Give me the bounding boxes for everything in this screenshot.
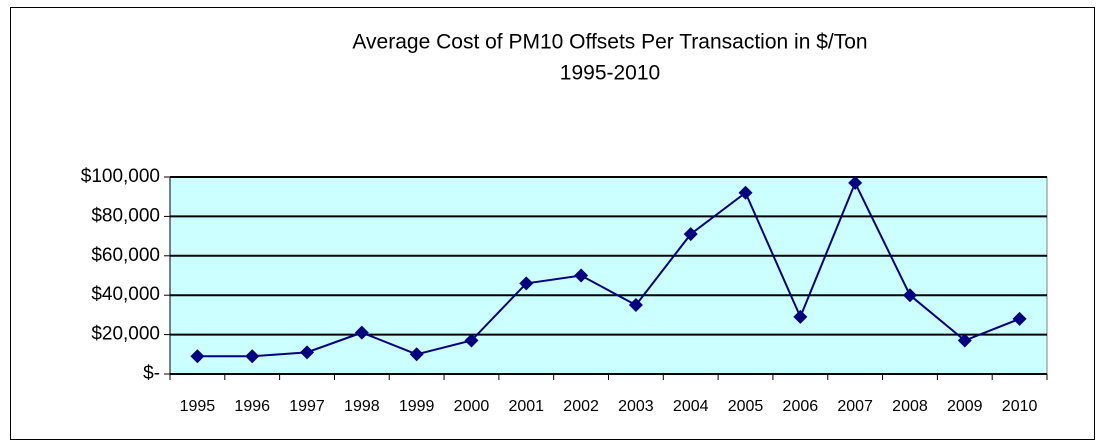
y-tick-label: $- (143, 363, 160, 384)
x-tick-label: 1997 (289, 398, 325, 415)
x-tick-label: 1996 (234, 398, 270, 415)
x-tick-label: 2008 (892, 398, 928, 415)
chart-title: Average Cost of PM10 Offsets Per Transac… (352, 31, 867, 54)
y-tick-label: $60,000 (91, 245, 160, 266)
data-marker (738, 185, 753, 200)
x-tick-label: 2000 (454, 398, 490, 415)
data-marker (354, 325, 369, 340)
data-marker (902, 288, 917, 303)
y-tick-label: $100,000 (81, 166, 160, 187)
data-marker (300, 345, 315, 360)
y-tick-label: $80,000 (91, 205, 160, 226)
y-tick-label: $20,000 (91, 324, 160, 345)
data-marker (683, 227, 698, 242)
data-marker (793, 309, 808, 324)
data-marker (574, 268, 589, 283)
x-tick-label: 2002 (563, 398, 599, 415)
x-tick-label: 2010 (1002, 398, 1038, 415)
x-tick-label: 1995 (180, 398, 216, 415)
data-marker (464, 333, 479, 348)
x-tick-label: 2007 (837, 398, 873, 415)
data-marker (519, 276, 534, 291)
data-line (197, 180, 1020, 358)
x-tick-label: 2001 (508, 398, 544, 415)
x-tick-label: 2009 (947, 398, 983, 415)
x-tick-label: 2005 (728, 398, 764, 415)
data-marker (1012, 311, 1027, 326)
x-tick-label: 2003 (618, 398, 654, 415)
data-marker (628, 298, 643, 313)
plot-area (169, 176, 1048, 375)
data-marker (957, 333, 972, 348)
data-marker (190, 349, 205, 364)
x-tick-label: 2006 (783, 398, 819, 415)
x-tick-label: 1998 (344, 398, 380, 415)
x-tick-label: 2004 (673, 398, 709, 415)
data-marker (409, 347, 424, 362)
x-tick-label: 1999 (399, 398, 435, 415)
chart-subtitle: 1995-2010 (560, 62, 660, 85)
data-marker (848, 175, 863, 190)
y-tick-label: $40,000 (91, 284, 160, 305)
data-marker (245, 349, 260, 364)
